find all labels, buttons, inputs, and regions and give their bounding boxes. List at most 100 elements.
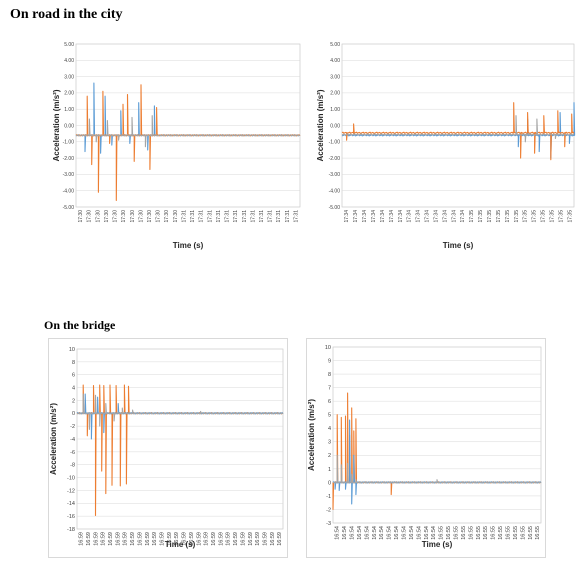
x-tick-label: 17:31 [216,210,222,223]
x-tick-label: 16:59 [167,532,173,546]
x-tick-label: 17:30 [95,210,101,223]
x-tick-label: 17:30 [173,210,179,223]
x-tick-label: 16:54 [424,526,430,540]
x-tick-label: 17:31 [276,210,282,223]
y-tick-label: -8 [70,463,75,469]
x-tick-label: 16:59 [86,532,92,546]
x-tick-label: 16:59 [174,532,180,546]
x-tick-label: 17:34 [380,210,386,223]
x-tick-label: 16:54 [357,526,363,540]
x-tick-label: 17:31 [199,210,205,223]
x-tick-label: 17:35 [523,210,529,223]
x-tick-label: 17:35 [478,210,484,223]
x-tick-label: 16:59 [240,532,246,546]
x-tick-label: 16:55 [439,526,445,540]
x-tick-label: 17:34 [353,210,359,223]
x-tick-label: 17:35 [532,210,538,223]
y-tick-label: 1.00 [330,107,340,113]
y-tick-label: 2.00 [64,91,74,97]
x-tick-label: 16:59 [204,532,210,546]
x-tick-label: 16:55 [483,526,489,540]
x-tick-label: 17:31 [190,210,196,223]
x-tick-label: 16:59 [152,532,158,546]
y-tick-label: 5.00 [330,42,340,48]
y-tick-label: 8 [328,372,331,378]
y-axis-label: Acceleration (m/s²) [316,89,325,161]
y-tick-label: -2 [70,424,75,430]
x-axis-label: Time (s) [443,241,474,250]
x-tick-label: 17:31 [250,210,256,223]
x-tick-label: 17:34 [416,210,422,223]
x-tick-label: 17:34 [362,210,368,223]
x-tick-label: 16:55 [528,526,534,540]
y-tick-label: 2 [328,453,331,459]
y-tick-label: 4.00 [64,58,74,64]
y-tick-label: -1 [326,494,331,500]
y-tick-label: 3 [328,440,331,446]
x-tick-label: 16:55 [446,526,452,540]
y-tick-label: 1 [328,467,331,473]
x-tick-label: 17:34 [460,210,466,223]
x-tick-label: 17:31 [225,210,231,223]
y-tick-label: -18 [67,527,75,533]
y-tick-label: -3.00 [329,172,341,178]
x-tick-label: 16:54 [394,526,400,540]
x-tick-label: 16:59 [189,532,195,546]
series-line [341,102,575,161]
x-tick-label: 16:59 [218,532,224,546]
y-tick-label: -14 [67,501,75,507]
y-tick-label: 3.00 [64,74,74,80]
x-tick-label: 17:35 [496,210,502,223]
x-tick-label: 17:34 [451,210,457,223]
x-tick-label: 17:35 [541,210,547,223]
y-tick-label: -2.00 [63,156,75,162]
y-tick-label: 6 [328,399,331,405]
x-tick-label: 16:59 [160,532,166,546]
x-tick-label: 16:55 [453,526,459,540]
x-axis-label: Time (s) [422,540,453,549]
x-tick-label: 17:30 [156,210,162,223]
x-tick-label: 17:34 [407,210,413,223]
x-tick-label: 16:59 [196,532,202,546]
x-tick-label: 16:54 [379,526,385,540]
x-tick-label: 17:34 [389,210,395,223]
y-tick-label: 4 [328,426,331,432]
x-tick-label: 16:59 [93,532,99,546]
y-tick-label: 6 [72,373,75,379]
x-tick-label: 16:54 [342,526,348,540]
x-tick-label: 16:59 [182,532,188,546]
x-tick-label: 17:30 [147,210,153,223]
x-tick-label: 16:59 [270,532,276,546]
x-tick-label: 17:35 [567,210,573,223]
series-line [332,419,542,505]
y-tick-label: -3 [326,521,331,527]
x-tick-label: 16:59 [115,532,121,546]
y-tick-label: 7 [328,386,331,392]
y-tick-label: -2.00 [329,156,341,162]
y-axis-label: Acceleration (m/s²) [307,399,316,471]
y-tick-label: 9 [328,358,331,364]
y-tick-label: 2.00 [330,91,340,97]
x-tick-label: 17:30 [121,210,127,223]
y-tick-label: -10 [67,475,75,481]
y-tick-label: 1.00 [64,107,74,113]
series-line [332,392,542,511]
x-tick-label: 17:34 [433,210,439,223]
x-tick-label: 16:54 [372,526,378,540]
x-tick-label: 17:35 [505,210,511,223]
x-tick-label: 16:59 [248,532,254,546]
y-tick-label: -4.00 [329,188,341,194]
x-tick-label: 16:54 [364,526,370,540]
x-tick-label: 16:59 [263,532,269,546]
x-tick-label: 16:54 [409,526,415,540]
y-tick-label: 10 [325,345,331,351]
x-tick-label: 17:31 [181,210,187,223]
section-title-city: On road in the city [10,7,123,22]
series-line [76,393,284,440]
y-tick-label: -4 [70,437,75,443]
x-tick-label: 16:55 [468,526,474,540]
x-tick-label: 16:55 [520,526,526,540]
y-tick-label: 10 [69,347,75,353]
x-tick-label: 16:54 [401,526,407,540]
x-tick-label: 17:34 [442,210,448,223]
